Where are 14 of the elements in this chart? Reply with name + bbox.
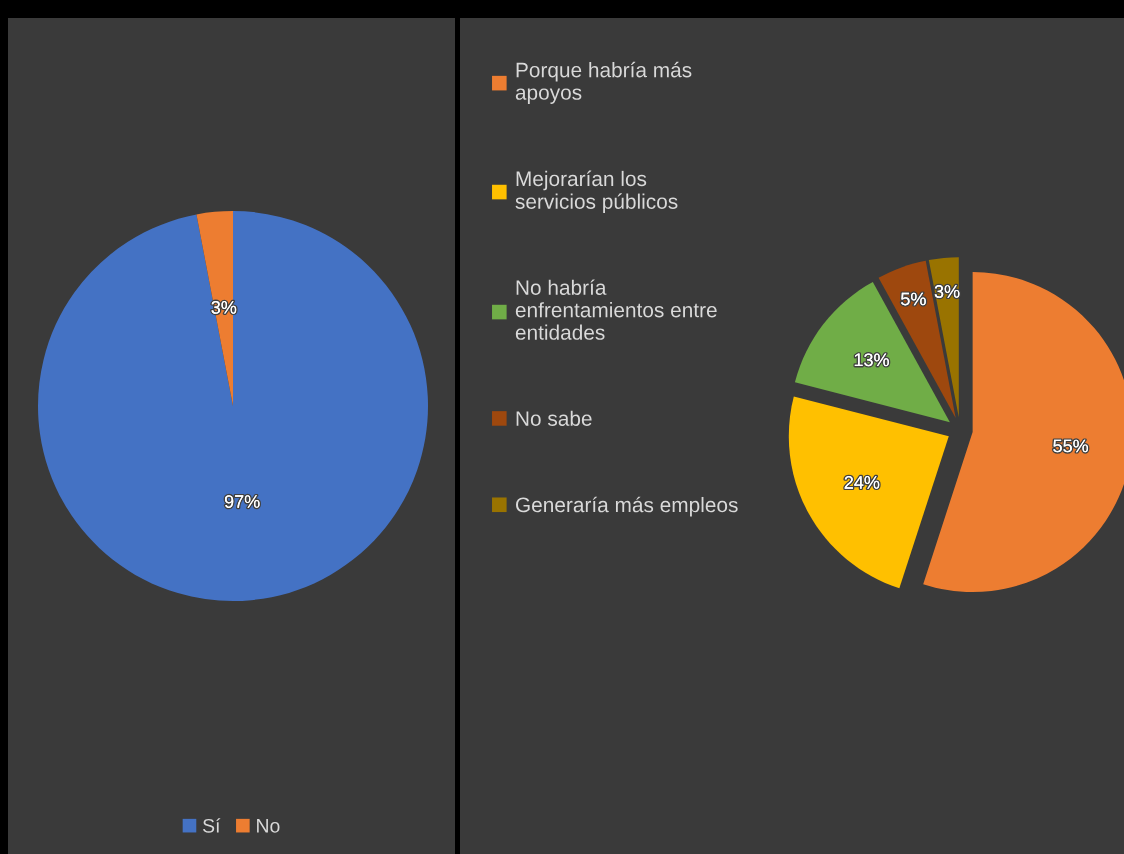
legend-label: No habría enfrentamientos entre entidades: [515, 279, 717, 340]
data-label: 97%: [224, 495, 260, 508]
data-label: 24%: [844, 476, 880, 489]
data-label: 55%: [1053, 439, 1089, 453]
data-label: 5%: [901, 292, 926, 306]
legend-label: Generaría más empleos: [515, 496, 738, 517]
data-label: 13%: [854, 353, 889, 367]
legend-label: No sabe: [516, 410, 592, 426]
legend-label: Mejorarían los servicios públicos: [515, 170, 678, 213]
legend-label: Sí: [202, 818, 221, 833]
legend-label: No: [257, 819, 280, 833]
legend-label: Porque habría más apoyos: [515, 61, 692, 104]
pie-slice: [38, 211, 428, 601]
data-label: 3%: [934, 285, 960, 298]
